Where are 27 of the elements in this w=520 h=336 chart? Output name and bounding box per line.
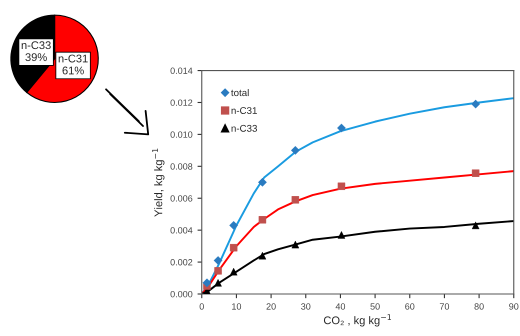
y-tick-label: 0.004 [170,227,192,234]
x-tick-label: 60 [405,303,414,310]
x-tick-label: 20 [266,303,276,310]
x-tick-label: 40 [336,303,346,310]
slice-label: n-C33 [22,41,51,50]
x-tick-label: 70 [440,303,450,310]
y-axis-title: Yield, kg kg$^{−1}$ [152,148,164,217]
legend-label: n-C33 [232,124,257,132]
data-label: 61% [62,66,84,74]
legend-label: n-C31 [232,107,257,114]
y-tick-label: 0.014 [170,68,192,74]
x-tick-label: 80 [474,303,484,310]
y-tick-label: 0.008 [170,163,192,170]
y-tick-label: 0.000 [170,290,192,298]
legend-label: total [231,89,249,96]
x-axis-title: CO₂ , kg kg$^{−1}$ [324,314,392,326]
x-tick-label: 30 [301,303,310,310]
legend-label: n-C31 [58,54,88,62]
x-tick-label: 0 [200,303,204,310]
data-label: 39% [25,53,47,62]
y-tick-label: 0.012 [170,99,192,106]
x-tick-label: 50 [370,303,380,310]
y-tick-label: 0.006 [170,195,192,202]
x-tick-label: 10 [232,303,242,310]
x-tick-label: 90 [509,303,518,310]
y-tick-label: 0.002 [170,259,192,266]
y-tick-label: 0.010 [170,131,192,138]
